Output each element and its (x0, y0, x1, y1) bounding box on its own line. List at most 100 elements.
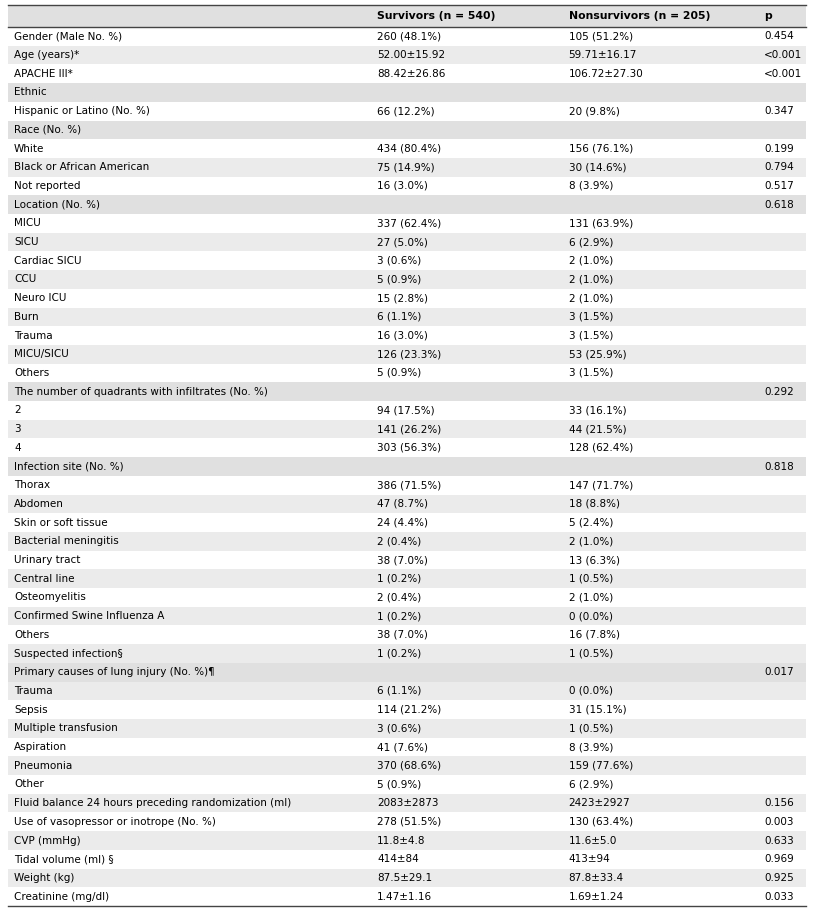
Text: 38 (7.0%): 38 (7.0%) (377, 630, 428, 640)
Text: APACHE III*: APACHE III* (14, 68, 72, 78)
Bar (8, 569, 806, 589)
Bar (8, 438, 806, 457)
Bar (8, 550, 806, 569)
Text: Burn: Burn (14, 312, 38, 322)
Text: 2 (1.0%): 2 (1.0%) (569, 256, 613, 266)
Text: 370 (68.6%): 370 (68.6%) (377, 761, 441, 771)
Text: 2 (0.4%): 2 (0.4%) (377, 537, 422, 547)
Text: 105 (51.2%): 105 (51.2%) (569, 31, 632, 41)
Bar (8, 589, 806, 607)
Text: 31 (15.1%): 31 (15.1%) (569, 704, 626, 714)
Text: 106.72±27.30: 106.72±27.30 (569, 68, 643, 78)
Text: 0.003: 0.003 (764, 817, 794, 827)
Bar (8, 532, 806, 550)
Text: Urinary tract: Urinary tract (14, 555, 81, 565)
Text: MICU: MICU (14, 219, 41, 229)
Text: 260 (48.1%): 260 (48.1%) (377, 31, 441, 41)
Text: 33 (16.1%): 33 (16.1%) (569, 405, 626, 415)
Bar (8, 513, 806, 532)
Text: 303 (56.3%): 303 (56.3%) (377, 443, 441, 453)
Text: Location (No. %): Location (No. %) (14, 200, 100, 210)
Bar (8, 383, 806, 401)
Text: 1 (0.5%): 1 (0.5%) (569, 649, 613, 659)
Text: 6 (2.9%): 6 (2.9%) (569, 780, 613, 790)
Bar (8, 158, 806, 177)
Text: 11.6±5.0: 11.6±5.0 (569, 835, 617, 845)
Text: Multiple transfusion: Multiple transfusion (14, 723, 118, 733)
Text: Not reported: Not reported (14, 181, 81, 191)
Bar (8, 401, 806, 420)
Text: 16 (3.0%): 16 (3.0%) (377, 331, 428, 341)
Text: 278 (51.5%): 278 (51.5%) (377, 817, 441, 827)
Text: Trauma: Trauma (14, 686, 53, 696)
Text: 87.8±33.4: 87.8±33.4 (569, 873, 624, 883)
Text: 3: 3 (14, 425, 20, 435)
Bar (8, 27, 806, 46)
Bar (8, 738, 806, 756)
Text: 6 (1.1%): 6 (1.1%) (377, 312, 422, 322)
Text: 1.69±1.24: 1.69±1.24 (569, 892, 624, 902)
Text: White: White (14, 144, 45, 154)
Text: 1 (0.5%): 1 (0.5%) (569, 574, 613, 584)
Text: 88.42±26.86: 88.42±26.86 (377, 68, 445, 78)
Text: 0.156: 0.156 (764, 798, 794, 808)
Text: 0.454: 0.454 (764, 31, 794, 41)
Text: 2 (1.0%): 2 (1.0%) (569, 537, 613, 547)
Text: 75 (14.9%): 75 (14.9%) (377, 162, 435, 172)
Text: 2 (1.0%): 2 (1.0%) (569, 592, 613, 602)
Text: 8 (3.9%): 8 (3.9%) (569, 742, 613, 752)
Bar (8, 120, 806, 139)
Text: 0 (0.0%): 0 (0.0%) (569, 686, 613, 696)
Text: 130 (63.4%): 130 (63.4%) (569, 817, 632, 827)
Bar (8, 719, 806, 738)
Text: 413±94: 413±94 (569, 855, 610, 865)
Bar (8, 831, 806, 850)
Text: Ethnic: Ethnic (14, 87, 46, 97)
Text: Survivors (n = 540): Survivors (n = 540) (377, 11, 496, 21)
Text: 13 (6.3%): 13 (6.3%) (569, 555, 619, 565)
Text: Pneumonia: Pneumonia (14, 761, 72, 771)
Bar (8, 495, 806, 513)
Text: Skin or soft tissue: Skin or soft tissue (14, 517, 107, 527)
Text: Abdomen: Abdomen (14, 499, 63, 509)
Bar (8, 626, 806, 644)
Text: 3 (1.5%): 3 (1.5%) (569, 331, 613, 341)
Bar (8, 663, 806, 681)
Text: 3 (1.5%): 3 (1.5%) (569, 368, 613, 378)
Text: 147 (71.7%): 147 (71.7%) (569, 480, 632, 490)
Text: Sepsis: Sepsis (14, 704, 48, 714)
Bar (8, 850, 806, 868)
Text: Trauma: Trauma (14, 331, 53, 341)
Text: Bacterial meningitis: Bacterial meningitis (14, 537, 119, 547)
Text: 2083±2873: 2083±2873 (377, 798, 439, 808)
Text: Black or African American: Black or African American (14, 162, 149, 172)
Text: Thorax: Thorax (14, 480, 50, 490)
Bar (8, 195, 806, 214)
Bar (8, 308, 806, 326)
Text: 2 (1.0%): 2 (1.0%) (569, 274, 613, 284)
Text: 0.017: 0.017 (764, 667, 794, 677)
Text: Weight (kg): Weight (kg) (14, 873, 74, 883)
Text: <0.001: <0.001 (764, 50, 803, 60)
Text: 94 (17.5%): 94 (17.5%) (377, 405, 435, 415)
Text: 44 (21.5%): 44 (21.5%) (569, 425, 626, 435)
Bar (8, 887, 806, 906)
Text: 16 (7.8%): 16 (7.8%) (569, 630, 619, 640)
Bar (8, 345, 806, 363)
Text: 2 (1.0%): 2 (1.0%) (569, 293, 613, 303)
Text: 0.969: 0.969 (764, 855, 794, 865)
Text: 30 (14.6%): 30 (14.6%) (569, 162, 626, 172)
Text: 11.8±4.8: 11.8±4.8 (377, 835, 426, 845)
Text: 41 (7.6%): 41 (7.6%) (377, 742, 428, 752)
Bar (8, 644, 806, 663)
Text: Neuro ICU: Neuro ICU (14, 293, 67, 303)
Text: 66 (12.2%): 66 (12.2%) (377, 107, 435, 117)
Text: 20 (9.8%): 20 (9.8%) (569, 107, 619, 117)
Text: MICU/SICU: MICU/SICU (14, 349, 68, 359)
Text: 27 (5.0%): 27 (5.0%) (377, 237, 428, 247)
Text: Age (years)*: Age (years)* (14, 50, 79, 60)
Text: The number of quadrants with infiltrates (No. %): The number of quadrants with infiltrates… (14, 386, 268, 396)
Text: 5 (0.9%): 5 (0.9%) (377, 780, 422, 790)
Bar (8, 5, 806, 27)
Text: 15 (2.8%): 15 (2.8%) (377, 293, 428, 303)
